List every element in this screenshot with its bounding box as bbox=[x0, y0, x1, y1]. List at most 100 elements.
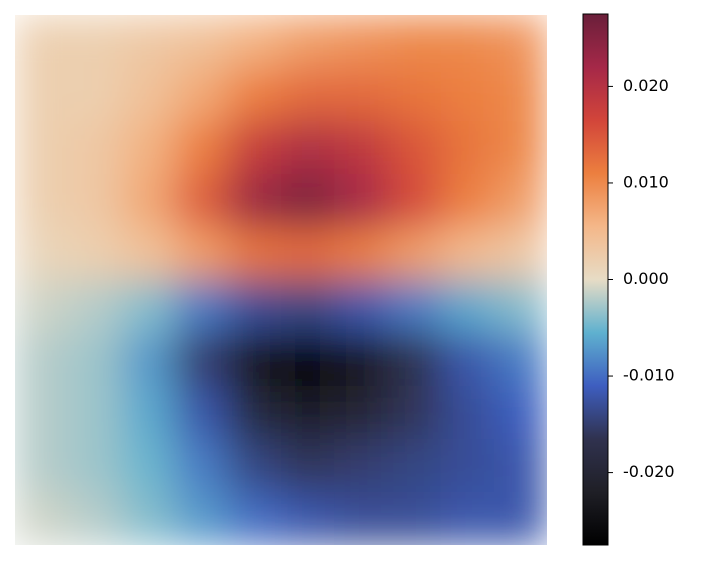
field-cell bbox=[281, 121, 335, 175]
field-cell bbox=[440, 174, 495, 228]
field-cell bbox=[15, 68, 69, 122]
field-cell bbox=[174, 68, 229, 122]
field-cell bbox=[440, 68, 495, 122]
field-cell bbox=[387, 333, 442, 387]
field-cell bbox=[174, 121, 229, 175]
field-cell bbox=[121, 15, 176, 69]
field-cell bbox=[174, 439, 229, 493]
field-cell bbox=[68, 68, 122, 122]
field-cell bbox=[440, 386, 495, 440]
field-cell bbox=[281, 439, 335, 493]
field-cell bbox=[493, 121, 547, 175]
field-cell bbox=[440, 333, 495, 387]
field-cell bbox=[387, 439, 442, 493]
field-cell bbox=[493, 227, 547, 281]
field-cell bbox=[15, 15, 69, 69]
field-cell bbox=[281, 386, 335, 440]
field-cell bbox=[334, 227, 388, 281]
field-cell bbox=[227, 174, 282, 228]
field-cell bbox=[493, 15, 547, 69]
field-cell bbox=[387, 68, 442, 122]
field-cell bbox=[15, 386, 69, 440]
field-cell bbox=[68, 15, 122, 69]
field-cell bbox=[334, 121, 388, 175]
field-cell bbox=[68, 492, 122, 545]
colorbar bbox=[582, 13, 609, 546]
field-cell bbox=[281, 68, 335, 122]
field-cell bbox=[440, 227, 495, 281]
field-cell bbox=[174, 15, 229, 69]
field-cell bbox=[493, 280, 547, 334]
field-cell bbox=[68, 386, 122, 440]
field-cell bbox=[15, 121, 69, 175]
field-cell bbox=[493, 174, 547, 228]
colorbar-tick-label: 0.020 bbox=[623, 76, 669, 95]
field-cell bbox=[440, 15, 495, 69]
field-cell bbox=[281, 227, 335, 281]
field-cell bbox=[227, 15, 282, 69]
field-cell bbox=[440, 492, 495, 545]
field-cell bbox=[334, 280, 388, 334]
field-cell bbox=[281, 174, 335, 228]
field-cell bbox=[174, 280, 229, 334]
field-cell bbox=[227, 386, 282, 440]
contour-field bbox=[15, 15, 547, 545]
field-cell bbox=[281, 492, 335, 545]
field-cell bbox=[387, 386, 442, 440]
colorbar-tick-label: -0.010 bbox=[623, 366, 675, 385]
colorbar-tick-label: -0.020 bbox=[623, 462, 675, 481]
field-cell bbox=[15, 439, 69, 493]
field-cell bbox=[121, 174, 176, 228]
field-cell bbox=[281, 15, 335, 69]
field-cell bbox=[174, 386, 229, 440]
field-cell bbox=[334, 492, 388, 545]
field-cell bbox=[121, 227, 176, 281]
colorbar-tick-label: 0.000 bbox=[623, 269, 669, 288]
field-cell bbox=[227, 121, 282, 175]
field-cell bbox=[334, 68, 388, 122]
colorbar-tick-label: 0.010 bbox=[623, 172, 669, 191]
field-cell bbox=[227, 492, 282, 545]
field-cell bbox=[387, 280, 442, 334]
field-cell bbox=[387, 121, 442, 175]
field-cell bbox=[68, 121, 122, 175]
field-cell bbox=[15, 280, 69, 334]
field-cell bbox=[334, 333, 388, 387]
field-cell bbox=[493, 333, 547, 387]
field-cell bbox=[227, 439, 282, 493]
field-cell bbox=[227, 227, 282, 281]
field-cell bbox=[493, 439, 547, 493]
field-cell bbox=[68, 227, 122, 281]
field-cell bbox=[68, 333, 122, 387]
field-cell bbox=[387, 492, 442, 545]
field-cell bbox=[15, 492, 69, 545]
field-cell bbox=[15, 174, 69, 228]
field-cell bbox=[387, 15, 442, 69]
field-cell bbox=[334, 15, 388, 69]
field-cell bbox=[121, 280, 176, 334]
field-cell bbox=[68, 439, 122, 493]
field-cell bbox=[174, 333, 229, 387]
field-cell bbox=[281, 333, 335, 387]
field-cell bbox=[121, 492, 176, 545]
field-cell bbox=[121, 121, 176, 175]
field-cell bbox=[387, 174, 442, 228]
field-cell bbox=[227, 68, 282, 122]
field-cell bbox=[15, 333, 69, 387]
field-cell bbox=[15, 227, 69, 281]
field-cell bbox=[440, 439, 495, 493]
field-cell bbox=[387, 227, 442, 281]
field-cell bbox=[281, 280, 335, 334]
field-cell bbox=[227, 333, 282, 387]
field-cell bbox=[334, 174, 388, 228]
field-cell bbox=[174, 174, 229, 228]
field-cell bbox=[334, 439, 388, 493]
field-cell bbox=[121, 439, 176, 493]
field-cell bbox=[68, 280, 122, 334]
field-cell bbox=[174, 227, 229, 281]
field-cell bbox=[227, 280, 282, 334]
field-cell bbox=[68, 174, 122, 228]
field-cell bbox=[493, 492, 547, 545]
field-cell bbox=[121, 68, 176, 122]
